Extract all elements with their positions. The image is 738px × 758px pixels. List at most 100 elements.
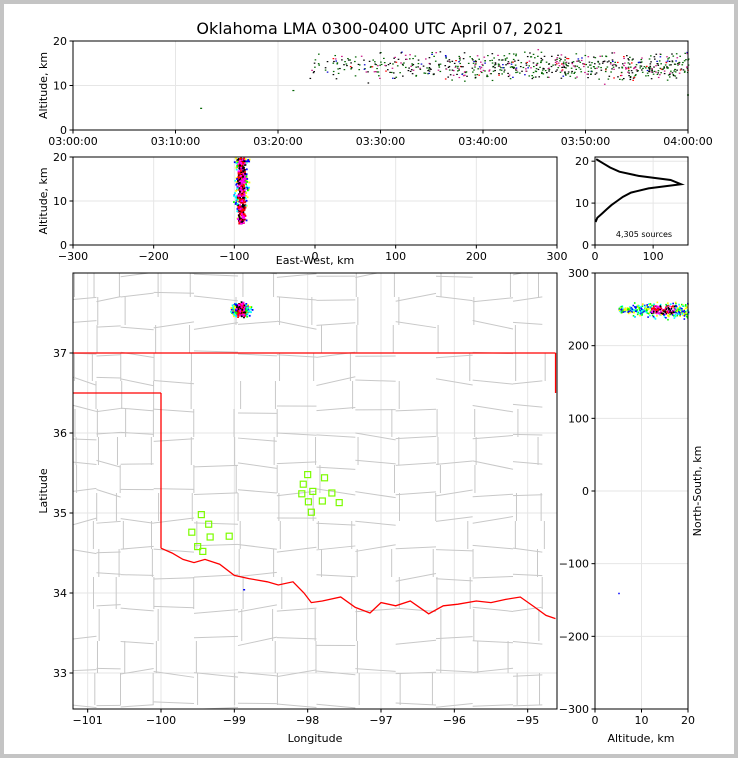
time-height-source [634, 74, 637, 77]
time-height-source [679, 69, 682, 71]
lma-station-marker [299, 480, 307, 488]
east-west-source [244, 201, 246, 204]
county-border [276, 354, 317, 358]
time-height-source [576, 60, 579, 62]
east-west-source [241, 213, 243, 216]
east-west-source [240, 160, 243, 163]
north-south-source [660, 312, 663, 315]
east-west-source [235, 199, 238, 202]
time-height-source [339, 67, 341, 70]
x-tick-label: 03:30:00 [356, 135, 405, 148]
time-height-source [508, 62, 511, 64]
time-height-source [380, 61, 382, 63]
east-west-sources [233, 157, 251, 225]
time-height-source [474, 60, 477, 62]
time-height-source [335, 78, 338, 80]
county-border [96, 459, 121, 468]
time-height-source [460, 66, 463, 68]
time-height-source [504, 58, 507, 60]
east-west-source [242, 205, 245, 208]
county-border [276, 296, 317, 301]
time-height-source [324, 67, 327, 69]
east-west-source [241, 163, 244, 166]
lma-station-marker [320, 474, 329, 482]
time-height-source [367, 71, 369, 73]
county-border [153, 701, 195, 704]
time-height-source [590, 67, 592, 69]
time-height-source [621, 67, 624, 69]
county-border [276, 703, 317, 709]
time-height-source [585, 63, 587, 66]
time-height-source [491, 59, 493, 61]
east-west-source [245, 185, 248, 188]
x-tick-label: 04:00:00 [663, 135, 712, 148]
county-border [96, 667, 121, 670]
time-height-source [455, 65, 457, 67]
time-height-source [645, 65, 648, 67]
time-height-source [579, 61, 582, 63]
time-height-source [317, 63, 320, 65]
time-height-source [532, 71, 535, 74]
time-height-source [400, 62, 402, 64]
time-height-source [471, 58, 473, 60]
east-west-source [242, 181, 245, 184]
plan-view-source [240, 304, 243, 307]
time-height-source [562, 64, 565, 66]
county-border [512, 674, 543, 677]
time-height-source [541, 71, 543, 74]
time-height-source [395, 76, 398, 78]
time-height-source [415, 74, 418, 77]
time-height-source [620, 74, 623, 77]
east-west-source [234, 179, 237, 182]
time-height-source [542, 73, 545, 75]
north-south-source [667, 305, 669, 307]
north-south-source [665, 312, 668, 315]
histogram-trace [594, 158, 685, 223]
east-west-source [243, 209, 246, 212]
time-height-source [686, 66, 688, 68]
north-south-source [633, 306, 636, 308]
time-height-source [420, 63, 423, 65]
plan-view-source [244, 311, 247, 314]
county-border [472, 379, 514, 385]
x-tick-label: 100 [643, 250, 664, 263]
east-west-source [237, 178, 240, 181]
east-west-source [237, 176, 239, 179]
time-height-source [629, 75, 632, 78]
time-height-source [683, 60, 686, 62]
plan-view-source [250, 306, 253, 309]
east-west-source [243, 166, 245, 169]
county-border [395, 573, 437, 582]
east-west-source [248, 160, 251, 163]
lma-station-marker [206, 533, 214, 541]
time-height-source [419, 67, 421, 69]
time-height-source [448, 65, 451, 68]
north-south-source [624, 307, 627, 310]
time-height-source [395, 61, 398, 63]
county-border [73, 438, 97, 441]
x-tick-label: 200 [466, 250, 487, 263]
time-height-source [411, 73, 414, 75]
county-border [120, 407, 154, 412]
time-height-source [574, 71, 576, 73]
time-height-source [519, 72, 521, 74]
plan-view-source [235, 312, 238, 314]
time-height-source [649, 65, 652, 67]
county-border [120, 704, 154, 708]
time-height-source [507, 75, 510, 78]
east-west-xlabel: East-West, km [276, 254, 354, 267]
time-height-source [675, 77, 678, 79]
time-height-source [686, 68, 689, 70]
north-south-source [681, 310, 684, 313]
time-height-source [579, 68, 582, 70]
north-south-source [656, 301, 659, 304]
time-height-source [653, 70, 656, 73]
time-height-source [531, 74, 533, 77]
plan-view-source [240, 306, 243, 309]
county-border [512, 296, 543, 302]
county-border [355, 459, 396, 465]
time-height-source [509, 66, 512, 68]
north-south-source [644, 307, 647, 310]
east-west-source [239, 201, 242, 204]
time-height-source [433, 73, 435, 75]
